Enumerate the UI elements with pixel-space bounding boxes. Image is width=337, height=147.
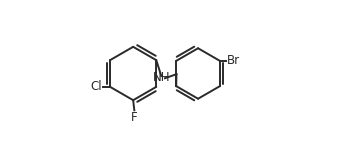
- Text: NH: NH: [153, 71, 171, 84]
- Text: F: F: [131, 111, 137, 124]
- Text: Cl: Cl: [91, 80, 102, 93]
- Text: Br: Br: [226, 54, 240, 67]
